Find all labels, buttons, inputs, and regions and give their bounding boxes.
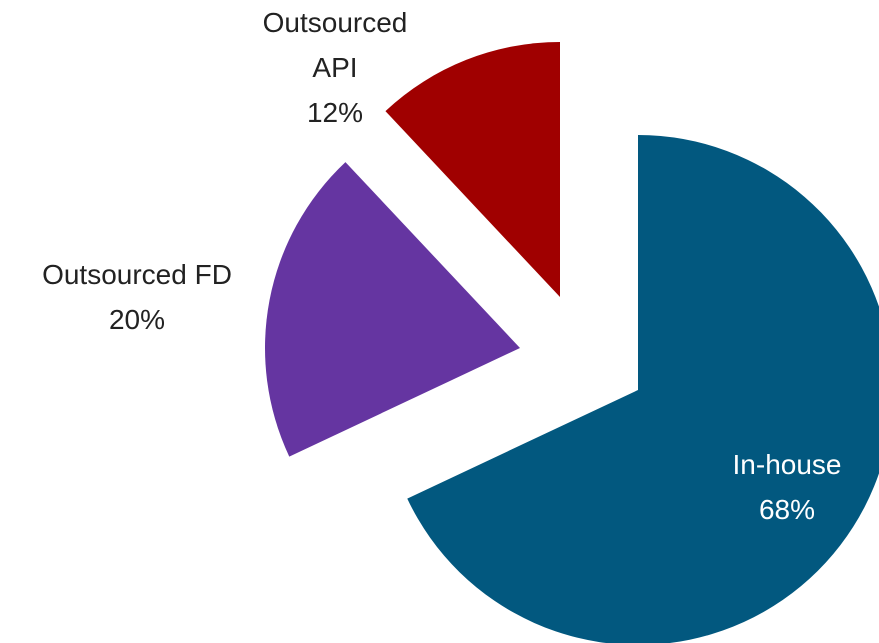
value-label: 68%: [758, 494, 816, 525]
slice-label: In-house 68%: [697, 442, 877, 532]
category-label: Outsourced API: [262, 7, 408, 83]
pie-slice: [385, 41, 560, 297]
slice-label: Outsourced API 12%: [245, 0, 425, 135]
pie-slice: [265, 162, 520, 457]
category-label: Outsourced FD: [42, 259, 232, 290]
pie-slice: [407, 135, 879, 643]
value-label: 20%: [108, 304, 166, 335]
category-label: In-house: [732, 449, 842, 480]
value-label: 12%: [306, 97, 364, 128]
slice-label: Outsourced FD 20%: [0, 252, 274, 342]
